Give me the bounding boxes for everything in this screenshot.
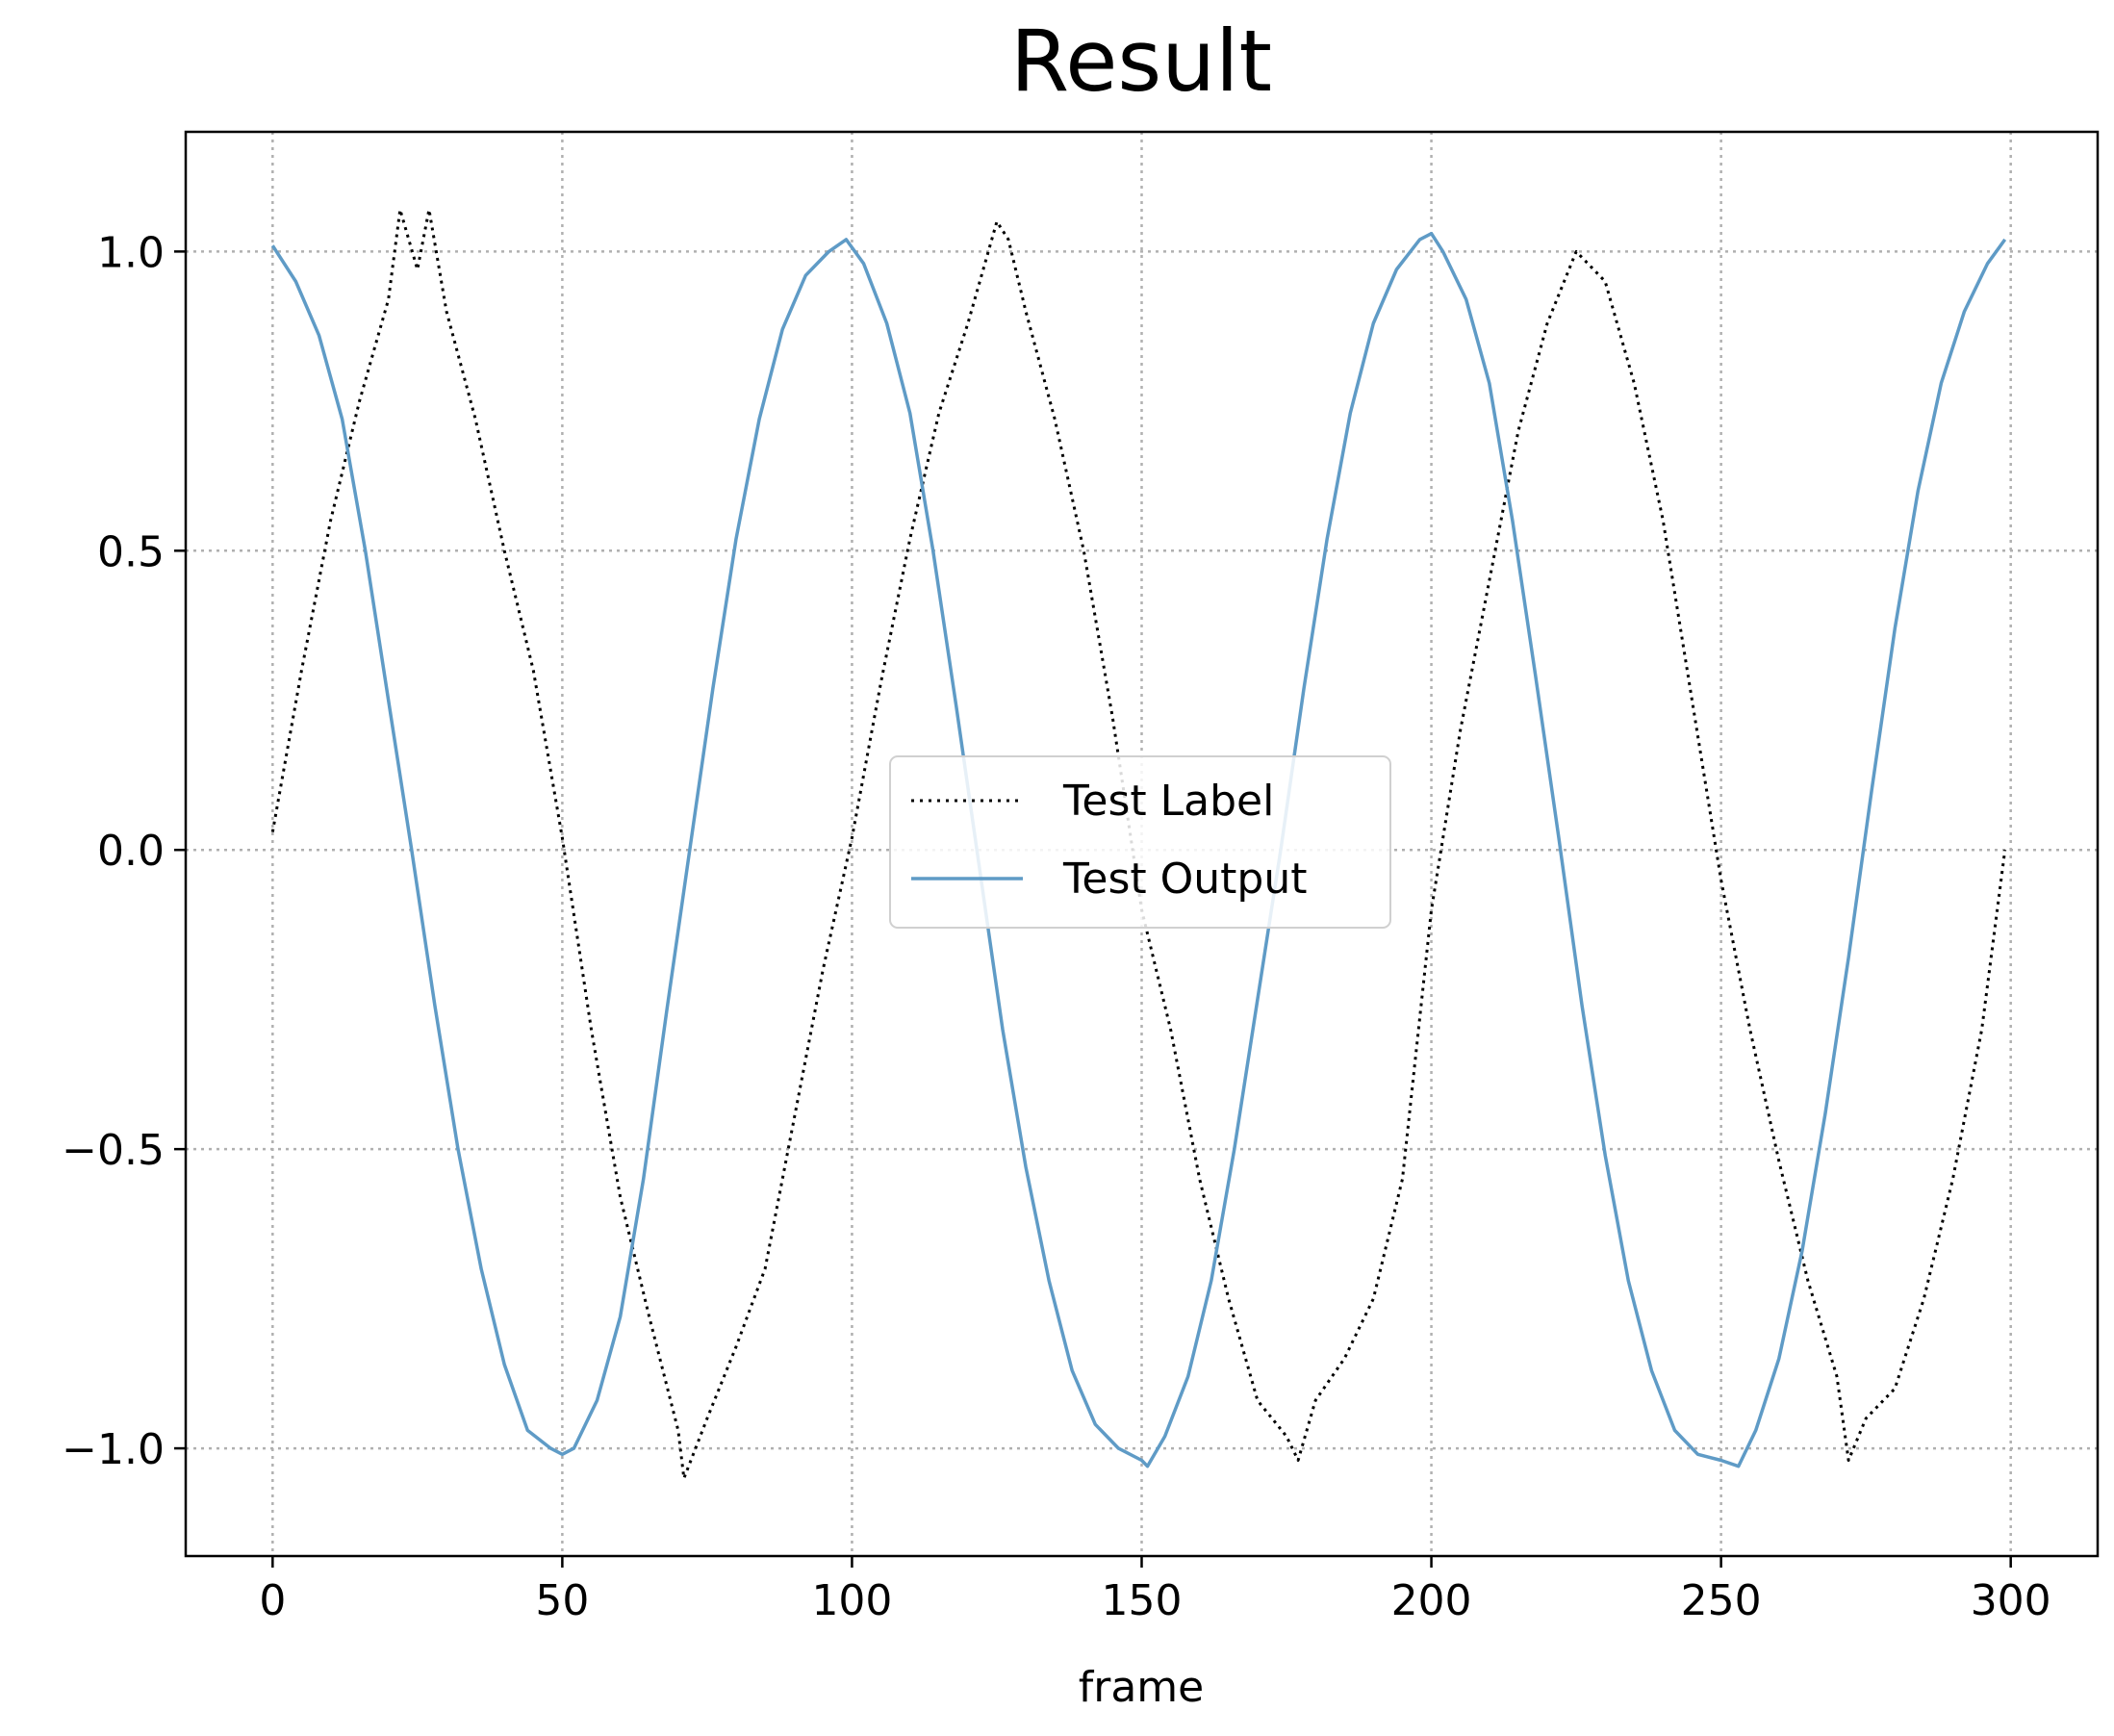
series-line-test-output: [270, 231, 2007, 1468]
series-lines: [270, 208, 2007, 1480]
y-tick-label: 0.5: [97, 527, 165, 576]
x-tick-label: 250: [1681, 1576, 1762, 1625]
x-axis-label: frame: [1079, 1663, 1204, 1712]
legend-label-test-output: Test Output: [1062, 855, 1307, 904]
x-tick-label: 50: [535, 1576, 589, 1625]
x-tick-label: 100: [811, 1576, 892, 1625]
axis-ticks: 0 50 100 150 200 250 300 −1.0 −0.5 0.0 0.5 1.0: [62, 228, 2051, 1625]
x-tick-label: 0: [259, 1576, 286, 1625]
legend-label-test-label: Test Label: [1062, 777, 1274, 826]
y-tick-label: 1.0: [97, 228, 165, 277]
legend: Test Label Test Output: [889, 755, 1391, 929]
x-tick-label: 150: [1102, 1576, 1183, 1625]
y-tick-label: −1.0: [62, 1425, 165, 1474]
x-tick-label: 200: [1391, 1576, 1472, 1625]
x-tick-label: 300: [1971, 1576, 2051, 1625]
y-tick-label: −0.5: [62, 1126, 165, 1175]
y-tick-label: 0.0: [97, 827, 165, 876]
series-line-test-label: [270, 208, 2007, 1480]
chart-title: Result: [1010, 12, 1272, 111]
